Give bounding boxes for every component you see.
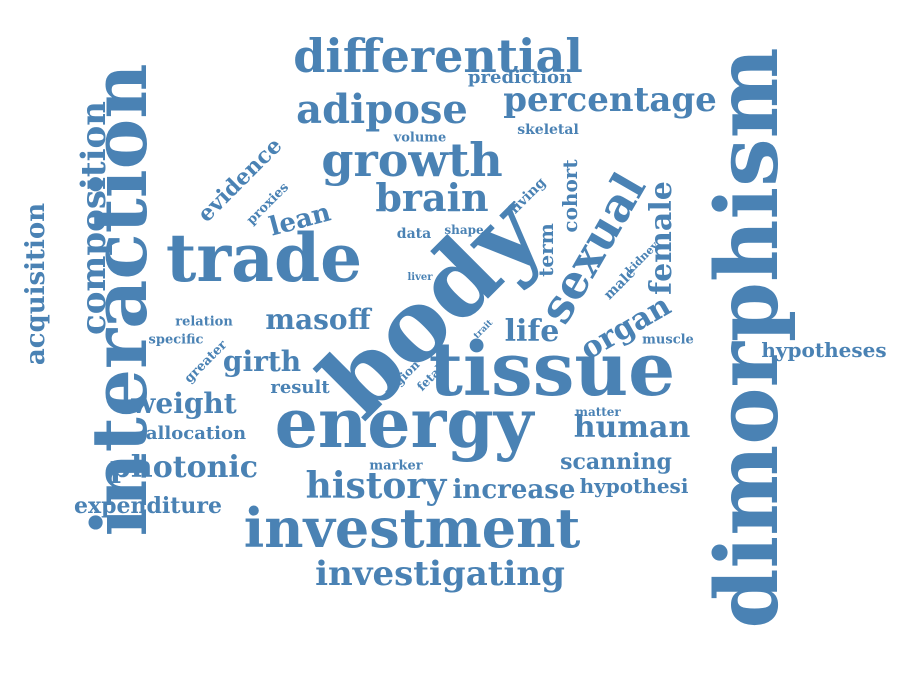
- word-acquisition: acquisition: [21, 202, 51, 366]
- word-shape: shape: [444, 223, 484, 237]
- word-brain: brain: [375, 175, 489, 220]
- word-scanning: scanning: [560, 449, 672, 475]
- word-term: term: [534, 223, 558, 277]
- word-allocation: allocation: [145, 423, 247, 444]
- word-skeletal: skeletal: [517, 122, 579, 138]
- word-growth: growth: [321, 133, 503, 187]
- word-investment: investment: [243, 496, 581, 560]
- word-girth: girth: [222, 345, 302, 378]
- word-volume: volume: [393, 130, 447, 146]
- word-marker: marker: [369, 458, 423, 474]
- word-composition: composition: [74, 101, 114, 335]
- word-result: result: [270, 377, 330, 398]
- word-photonic: photonic: [109, 450, 259, 485]
- word-weight: weight: [131, 387, 237, 420]
- word-masoff: masoff: [265, 303, 371, 336]
- word-expenditure: expenditure: [74, 493, 222, 519]
- word-percentage: percentage: [503, 80, 717, 120]
- word-muscle: muscle: [642, 332, 694, 348]
- word-tissue: tissue: [428, 327, 676, 413]
- word-history: history: [305, 465, 447, 507]
- word-specific: specific: [148, 332, 204, 348]
- word-life: life: [504, 314, 560, 349]
- word-increase: increase: [452, 475, 576, 505]
- word-adipose: adipose: [296, 86, 468, 133]
- word-trade: trade: [165, 219, 363, 297]
- word-data: data: [396, 226, 432, 242]
- word-differential: differential: [293, 29, 583, 83]
- word-living: living: [506, 174, 550, 218]
- word-prediction: prediction: [467, 67, 573, 88]
- word-hypothesi: hypothesi: [579, 474, 689, 498]
- word-human: human: [573, 410, 691, 445]
- word-relation: relation: [175, 314, 233, 330]
- word-matter: matter: [575, 405, 621, 419]
- word-energy: energy: [274, 384, 534, 464]
- word-investigating: investigating: [315, 554, 565, 594]
- word-cohort: cohort: [558, 159, 582, 233]
- word-liver: liver: [407, 272, 433, 283]
- word-hypotheses: hypotheses: [761, 338, 887, 362]
